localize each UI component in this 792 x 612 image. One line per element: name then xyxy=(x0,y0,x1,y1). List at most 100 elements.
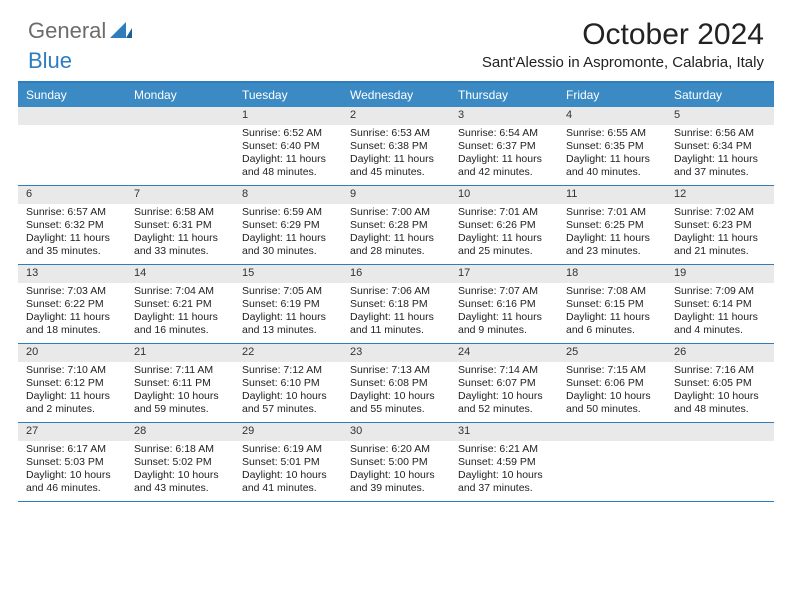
sunset-text: Sunset: 6:21 PM xyxy=(134,298,228,311)
sunset-text: Sunset: 6:18 PM xyxy=(350,298,444,311)
calendar-cell: 8 Sunrise: 6:59 AMSunset: 6:29 PMDaylight… xyxy=(234,186,342,264)
day1-text: Daylight: 10 hours xyxy=(458,390,552,403)
sunset-text: Sunset: 6:12 PM xyxy=(26,377,120,390)
day1-text: Daylight: 10 hours xyxy=(350,469,444,482)
sunrise-text: Sunrise: 7:01 AM xyxy=(566,206,660,219)
cell-body: Sunrise: 6:52 AMSunset: 6:40 PMDaylight:… xyxy=(234,127,342,180)
day-number: 8 xyxy=(234,186,342,204)
week-row: 13Sunrise: 7:03 AMSunset: 6:22 PMDayligh… xyxy=(18,265,774,344)
day-number: 13 xyxy=(18,265,126,283)
day1-text: Daylight: 10 hours xyxy=(242,469,336,482)
day-number: 15 xyxy=(234,265,342,283)
sunrise-text: Sunrise: 6:20 AM xyxy=(350,443,444,456)
week-row: 1Sunrise: 6:52 AMSunset: 6:40 PMDaylight… xyxy=(18,107,774,186)
calendar-cell: 4Sunrise: 6:55 AMSunset: 6:35 PMDaylight… xyxy=(558,107,666,185)
sunrise-text: Sunrise: 7:09 AM xyxy=(674,285,768,298)
cell-body: Sunrise: 7:09 AMSunset: 6:14 PMDaylight:… xyxy=(666,285,774,338)
sunrise-text: Sunrise: 7:00 AM xyxy=(350,206,444,219)
day-number: 22 xyxy=(234,344,342,362)
weeks-container: 1Sunrise: 6:52 AMSunset: 6:40 PMDaylight… xyxy=(18,107,774,502)
sunset-text: Sunset: 5:01 PM xyxy=(242,456,336,469)
cell-body: Sunrise: 7:00 AMSunset: 6:28 PMDaylight:… xyxy=(342,206,450,259)
cell-body: Sunrise: 6:56 AMSunset: 6:34 PMDaylight:… xyxy=(666,127,774,180)
day1-text: Daylight: 11 hours xyxy=(134,311,228,324)
cell-body: Sunrise: 7:16 AMSunset: 6:05 PMDaylight:… xyxy=(666,364,774,417)
location-label: Sant'Alessio in Aspromonte, Calabria, It… xyxy=(482,54,764,71)
sunset-text: Sunset: 6:19 PM xyxy=(242,298,336,311)
day2-text: and 33 minutes. xyxy=(134,245,228,258)
sunrise-text: Sunrise: 6:19 AM xyxy=(242,443,336,456)
day-number: 30 xyxy=(342,423,450,441)
day2-text: and 42 minutes. xyxy=(458,166,552,179)
calendar-cell: 28Sunrise: 6:18 AMSunset: 5:02 PMDayligh… xyxy=(126,423,234,501)
day2-text: and 48 minutes. xyxy=(242,166,336,179)
cell-body: Sunrise: 7:01 AMSunset: 6:26 PMDaylight:… xyxy=(450,206,558,259)
day2-text: and 18 minutes. xyxy=(26,324,120,337)
cell-body: Sunrise: 7:02 AMSunset: 6:23 PMDaylight:… xyxy=(666,206,774,259)
calendar-cell-empty xyxy=(18,107,126,185)
calendar-cell-empty xyxy=(558,423,666,501)
day-number: 23 xyxy=(342,344,450,362)
day1-text: Daylight: 11 hours xyxy=(242,311,336,324)
sunset-text: Sunset: 6:05 PM xyxy=(674,377,768,390)
cell-body: Sunrise: 7:04 AMSunset: 6:21 PMDaylight:… xyxy=(126,285,234,338)
sunrise-text: Sunrise: 6:21 AM xyxy=(458,443,552,456)
day-number: 6 xyxy=(18,186,126,204)
sunrise-text: Sunrise: 7:07 AM xyxy=(458,285,552,298)
cell-body: Sunrise: 7:12 AMSunset: 6:10 PMDaylight:… xyxy=(234,364,342,417)
day1-text: Daylight: 11 hours xyxy=(674,153,768,166)
day2-text: and 23 minutes. xyxy=(566,245,660,258)
sunset-text: Sunset: 6:06 PM xyxy=(566,377,660,390)
sunrise-text: Sunrise: 7:15 AM xyxy=(566,364,660,377)
sunset-text: Sunset: 5:02 PM xyxy=(134,456,228,469)
sunrise-text: Sunrise: 6:18 AM xyxy=(134,443,228,456)
day-number: 17 xyxy=(450,265,558,283)
calendar: SundayMondayTuesdayWednesdayThursdayFrid… xyxy=(18,81,774,502)
day1-text: Daylight: 11 hours xyxy=(566,311,660,324)
day-header: Monday xyxy=(126,83,234,107)
day2-text: and 40 minutes. xyxy=(566,166,660,179)
sunset-text: Sunset: 6:25 PM xyxy=(566,219,660,232)
day1-text: Daylight: 11 hours xyxy=(242,153,336,166)
day1-text: Daylight: 10 hours xyxy=(242,390,336,403)
day2-text: and 11 minutes. xyxy=(350,324,444,337)
day-number-bar xyxy=(18,107,126,125)
sunrise-text: Sunrise: 7:02 AM xyxy=(674,206,768,219)
calendar-cell: 23Sunrise: 7:13 AMSunset: 6:08 PMDayligh… xyxy=(342,344,450,422)
day1-text: Daylight: 11 hours xyxy=(242,232,336,245)
day1-text: Daylight: 11 hours xyxy=(566,153,660,166)
sunset-text: Sunset: 6:32 PM xyxy=(26,219,120,232)
day1-text: Daylight: 11 hours xyxy=(350,311,444,324)
day-number: 2 xyxy=(342,107,450,125)
calendar-cell: 18Sunrise: 7:08 AMSunset: 6:15 PMDayligh… xyxy=(558,265,666,343)
day-number: 11 xyxy=(558,186,666,204)
day1-text: Daylight: 11 hours xyxy=(674,311,768,324)
day-header: Saturday xyxy=(666,83,774,107)
calendar-cell: 9 Sunrise: 7:00 AMSunset: 6:28 PMDaylight… xyxy=(342,186,450,264)
cell-body: Sunrise: 7:14 AMSunset: 6:07 PMDaylight:… xyxy=(450,364,558,417)
brand-part2: Blue xyxy=(28,48,72,73)
sunrise-text: Sunrise: 7:04 AM xyxy=(134,285,228,298)
cell-body: Sunrise: 6:59 AMSunset: 6:29 PMDaylight:… xyxy=(234,206,342,259)
day-number-bar xyxy=(126,107,234,125)
sunset-text: Sunset: 6:29 PM xyxy=(242,219,336,232)
day2-text: and 55 minutes. xyxy=(350,403,444,416)
day-number: 9 xyxy=(342,186,450,204)
sunset-text: Sunset: 6:35 PM xyxy=(566,140,660,153)
sunset-text: Sunset: 5:03 PM xyxy=(26,456,120,469)
cell-body: Sunrise: 7:05 AMSunset: 6:19 PMDaylight:… xyxy=(234,285,342,338)
sunrise-text: Sunrise: 6:59 AM xyxy=(242,206,336,219)
calendar-cell: 2 Sunrise: 6:53 AMSunset: 6:38 PMDaylight… xyxy=(342,107,450,185)
day1-text: Daylight: 11 hours xyxy=(674,232,768,245)
day1-text: Daylight: 10 hours xyxy=(566,390,660,403)
brand-part1: General xyxy=(28,18,106,44)
cell-body: Sunrise: 7:06 AMSunset: 6:18 PMDaylight:… xyxy=(342,285,450,338)
day2-text: and 28 minutes. xyxy=(350,245,444,258)
calendar-cell: 11Sunrise: 7:01 AMSunset: 6:25 PMDayligh… xyxy=(558,186,666,264)
calendar-cell: 15 Sunrise: 7:05 AMSunset: 6:19 PMDayligh… xyxy=(234,265,342,343)
cell-body: Sunrise: 6:53 AMSunset: 6:38 PMDaylight:… xyxy=(342,127,450,180)
day-number: 10 xyxy=(450,186,558,204)
day-number: 18 xyxy=(558,265,666,283)
brand-logo: General xyxy=(28,18,134,44)
day2-text: and 45 minutes. xyxy=(350,166,444,179)
